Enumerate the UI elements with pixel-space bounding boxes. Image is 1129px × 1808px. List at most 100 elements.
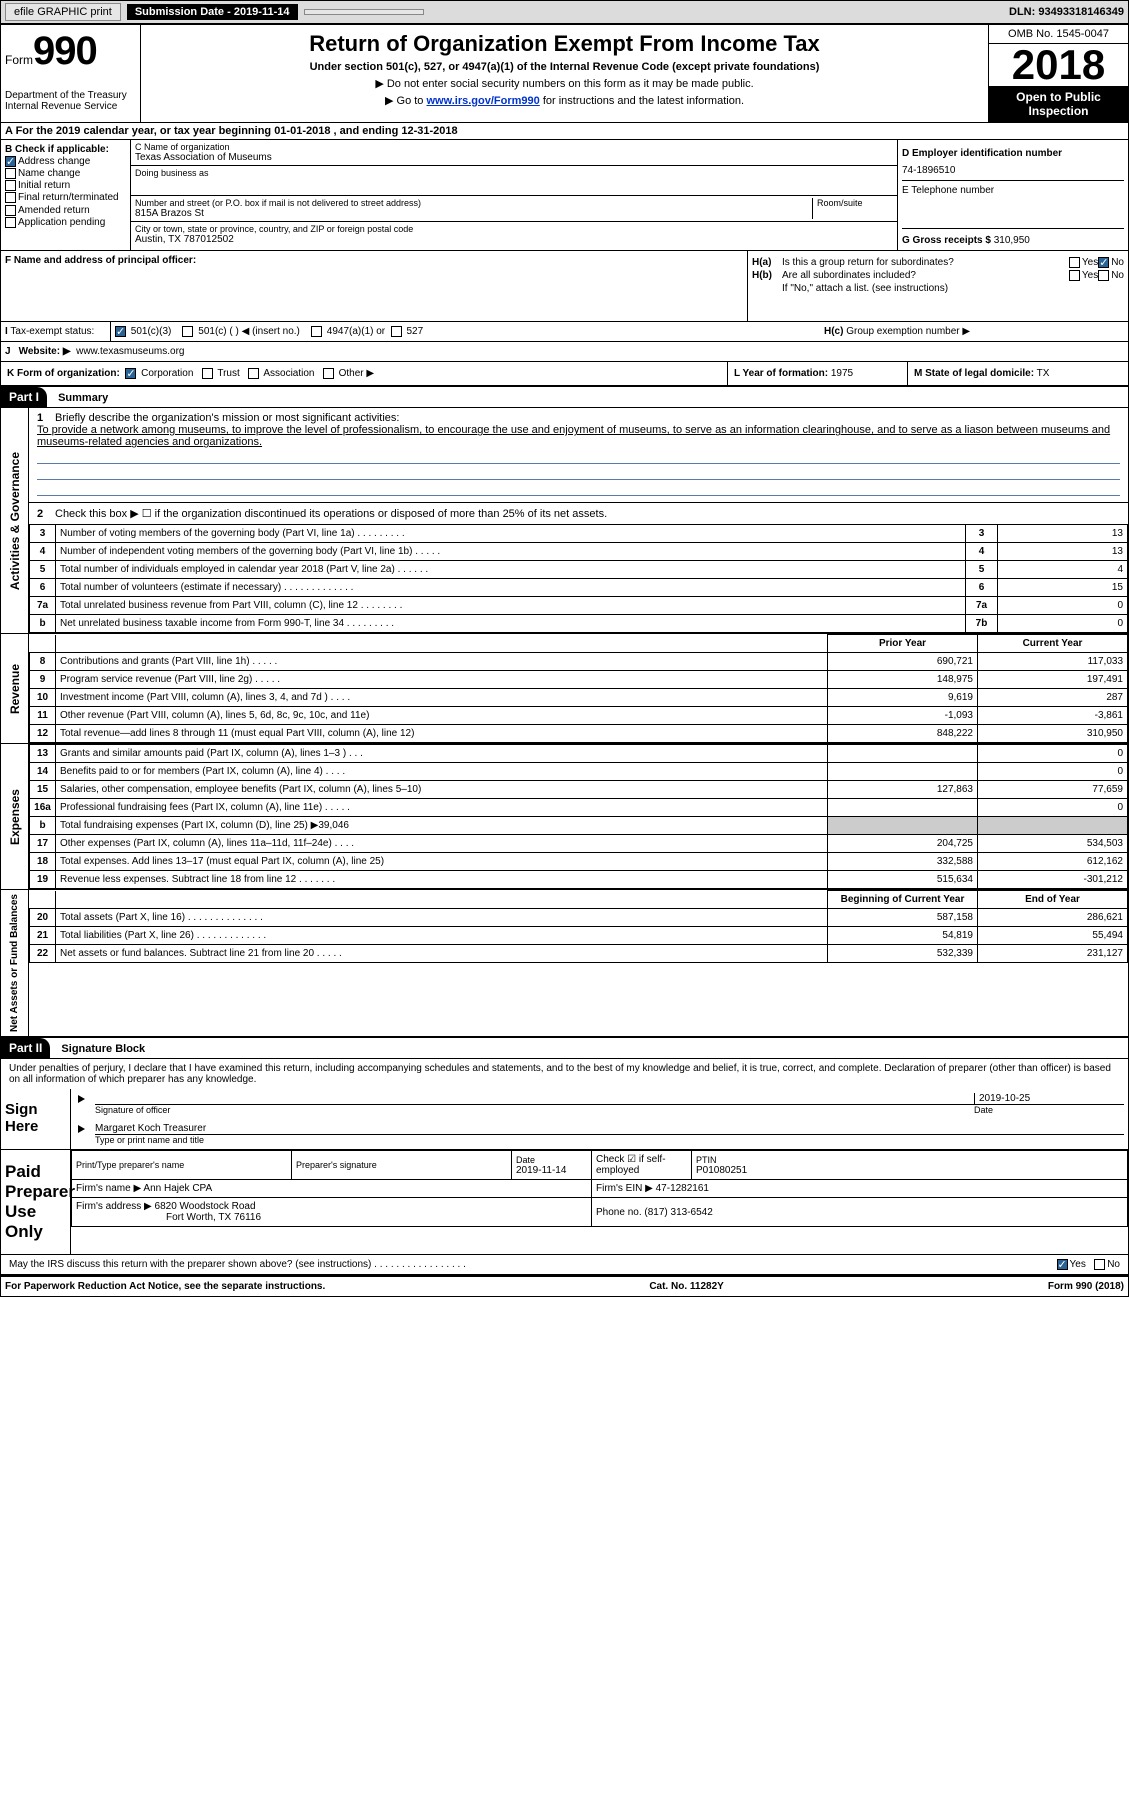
- col-header: End of Year: [978, 891, 1128, 909]
- net-assets-table: Beginning of Current Year End of Year20 …: [29, 890, 1128, 963]
- section-c: C Name of organization Texas Association…: [131, 140, 898, 250]
- officer-signature-field[interactable]: [95, 1093, 974, 1104]
- line-num: 4: [30, 543, 56, 561]
- section-i-row: I Tax-exempt status: 501(c)(3) 501(c) ( …: [1, 322, 1128, 342]
- subtitle: Under section 501(c), 527, or 4947(a)(1)…: [147, 61, 982, 73]
- line-num: 6: [30, 579, 56, 597]
- catalog-number: Cat. No. 11282Y: [649, 1281, 723, 1292]
- prior-year-val: [828, 817, 978, 835]
- k-assoc[interactable]: Association: [248, 368, 314, 379]
- check-address-change[interactable]: Address change: [5, 156, 126, 167]
- line-val: 4: [998, 561, 1128, 579]
- inspection-label: Open to Public Inspection: [989, 86, 1128, 122]
- efile-button[interactable]: efile GRAPHIC print: [5, 3, 121, 21]
- period-row: A For the 2019 calendar year, or tax yea…: [1, 123, 1128, 140]
- check-app-pending[interactable]: Application pending: [5, 217, 126, 228]
- ein-value: 74-1896510: [902, 165, 1124, 176]
- current-year-val: 197,491: [978, 671, 1128, 689]
- line-num: 19: [30, 871, 56, 889]
- check-final-return[interactable]: Final return/terminated: [5, 192, 126, 203]
- prior-year-val: 127,863: [828, 781, 978, 799]
- gross-receipts-row: G Gross receipts $ 310,950: [902, 229, 1124, 246]
- sign-here-label: Sign Here: [1, 1089, 71, 1149]
- line-box: 6: [966, 579, 998, 597]
- section-abcd: B Check if applicable: Address change Na…: [1, 140, 1128, 251]
- prior-year-val: 9,619: [828, 689, 978, 707]
- mission-text: To provide a network among museums, to i…: [37, 424, 1110, 448]
- k-trust[interactable]: Trust: [202, 368, 240, 379]
- hb-yes[interactable]: Yes: [1069, 270, 1098, 281]
- opt-501c[interactable]: 501(c) ( ) ◀ (insert no.): [182, 326, 299, 337]
- line-num: 14: [30, 763, 56, 781]
- activities-governance-section: Activities & Governance 1Briefly describ…: [1, 408, 1128, 633]
- current-year-val: 0: [978, 799, 1128, 817]
- section-h: H(a)Is this a group return for subordina…: [748, 251, 1128, 321]
- ha-no[interactable]: No: [1098, 257, 1124, 268]
- line-desc: Investment income (Part VIII, column (A)…: [56, 689, 828, 707]
- declaration-text: Under penalties of perjury, I declare th…: [1, 1059, 1128, 1089]
- k-other[interactable]: Other ▶: [323, 368, 374, 379]
- section-b: B Check if applicable: Address change Na…: [1, 140, 131, 250]
- sidebar-revenue: Revenue: [1, 634, 29, 743]
- line-desc: Net assets or fund balances. Subtract li…: [56, 945, 828, 963]
- sign-here-row: Sign Here 2019-10-25 Signature of office…: [1, 1089, 1128, 1150]
- line-desc: Total unrelated business revenue from Pa…: [56, 597, 966, 615]
- sig-date-value: 2019-10-25: [974, 1093, 1124, 1104]
- hb-no[interactable]: No: [1098, 270, 1124, 281]
- line-1-mission: 1Briefly describe the organization's mis…: [29, 408, 1128, 503]
- prior-year-val: 332,588: [828, 853, 978, 871]
- line-box: 7b: [966, 615, 998, 633]
- part1-badge: Part I: [1, 387, 47, 407]
- line-num: 7a: [30, 597, 56, 615]
- sidebar-governance: Activities & Governance: [1, 408, 29, 633]
- line-desc: Total number of volunteers (estimate if …: [56, 579, 966, 597]
- irs-link[interactable]: www.irs.gov/Form990: [426, 95, 539, 107]
- opt-501c3[interactable]: 501(c)(3): [115, 326, 171, 337]
- current-year-val: 77,659: [978, 781, 1128, 799]
- self-employed-check[interactable]: Check ☑ if self-employed: [596, 1154, 666, 1176]
- k-corp[interactable]: Corporation: [125, 368, 193, 379]
- expenses-table: 13 Grants and similar amounts paid (Part…: [29, 744, 1128, 889]
- check-initial-return[interactable]: Initial return: [5, 180, 126, 191]
- col-header: Beginning of Current Year: [828, 891, 978, 909]
- line-desc: Total revenue—add lines 8 through 11 (mu…: [56, 725, 828, 743]
- section-j: JWebsite: ▶ www.texasmuseums.org: [1, 342, 1128, 362]
- part2-badge: Part II: [1, 1038, 50, 1058]
- title-cell: Return of Organization Exempt From Incom…: [141, 25, 988, 122]
- opt-527[interactable]: 527: [391, 326, 423, 337]
- discuss-yes[interactable]: Yes: [1057, 1259, 1086, 1270]
- line-val: 13: [998, 543, 1128, 561]
- prior-year-val: 204,725: [828, 835, 978, 853]
- line-num: 15: [30, 781, 56, 799]
- col-header: Prior Year: [828, 635, 978, 653]
- line-num: 8: [30, 653, 56, 671]
- line-desc: Revenue less expenses. Subtract line 18 …: [56, 871, 828, 889]
- sidebar-expenses: Expenses: [1, 744, 29, 889]
- governance-table: 3 Number of voting members of the govern…: [29, 524, 1128, 633]
- form-number-cell: Form990 Department of the Treasury Inter…: [1, 25, 141, 122]
- net-assets-section: Net Assets or Fund Balances Beginning of…: [1, 889, 1128, 1036]
- line-desc: Total expenses. Add lines 13–17 (must eq…: [56, 853, 828, 871]
- address-value: 815A Brazos St: [135, 208, 808, 219]
- line-num: 5: [30, 561, 56, 579]
- sidebar-net-assets: Net Assets or Fund Balances: [1, 890, 29, 1036]
- current-year-val: -3,861: [978, 707, 1128, 725]
- prior-year-val: -1,093: [828, 707, 978, 725]
- current-year-val: 310,950: [978, 725, 1128, 743]
- officer-name-value: Margaret Koch Treasurer: [95, 1123, 1124, 1135]
- dln-label: DLN: 93493318146349: [1009, 6, 1124, 18]
- line-val: 15: [998, 579, 1128, 597]
- prior-year-val: 148,975: [828, 671, 978, 689]
- paid-preparer-content: Print/Type preparer's name Preparer's si…: [71, 1150, 1128, 1254]
- discuss-no[interactable]: No: [1094, 1259, 1120, 1270]
- section-l: L Year of formation: 1975: [728, 362, 908, 385]
- line-desc: Other revenue (Part VIII, column (A), li…: [56, 707, 828, 725]
- section-d: D Employer identification number 74-1896…: [898, 140, 1128, 250]
- prior-year-val: [828, 745, 978, 763]
- top-bar: efile GRAPHIC print Submission Date - 20…: [0, 0, 1129, 24]
- opt-4947[interactable]: 4947(a)(1) or: [311, 326, 385, 337]
- check-name-change[interactable]: Name change: [5, 168, 126, 179]
- dba-row: Doing business as: [131, 166, 897, 196]
- check-amended[interactable]: Amended return: [5, 205, 126, 216]
- ha-yes[interactable]: Yes: [1069, 257, 1098, 268]
